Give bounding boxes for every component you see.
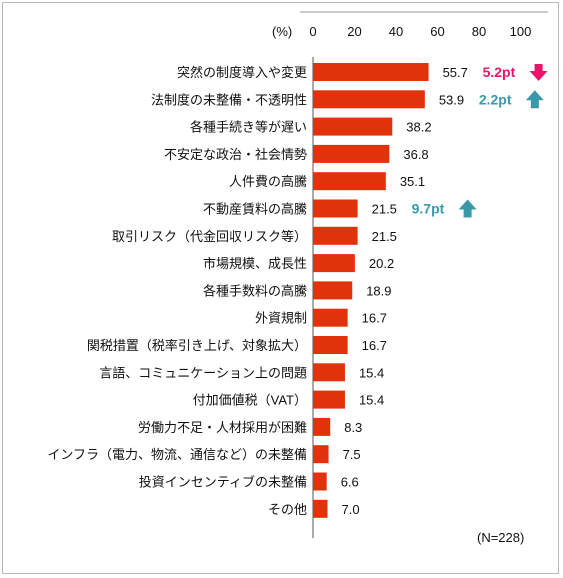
bar xyxy=(313,63,429,81)
category-label: 各種手数料の高騰 xyxy=(203,283,307,298)
x-tick-labels: 0 20 40 60 80 100 xyxy=(309,24,531,39)
bar xyxy=(313,363,345,382)
value-label: 36.8 xyxy=(403,147,428,162)
bar xyxy=(313,144,390,163)
value-label: 16.7 xyxy=(362,338,387,353)
bar xyxy=(313,336,348,354)
bar xyxy=(313,281,353,300)
change-label: 2.2pt xyxy=(479,91,512,107)
category-label: その他 xyxy=(268,502,307,517)
x-tick-label: 100 xyxy=(510,24,532,39)
sample-size-note: (N=228) xyxy=(477,530,524,545)
category-label: 投資インセンティブの未整備 xyxy=(139,475,307,490)
value-label: 15.4 xyxy=(359,393,384,408)
value-label: 16.7 xyxy=(362,311,387,326)
bar xyxy=(313,254,355,273)
value-labels: 55.753.938.236.835.121.521.520.218.916.7… xyxy=(341,65,468,517)
bar xyxy=(313,472,327,491)
arrow-up-icon xyxy=(458,199,477,218)
category-label: 市場規模、成長性 xyxy=(203,256,307,271)
category-label: 不安定な政治・社会情勢 xyxy=(164,147,307,162)
value-label: 7.0 xyxy=(342,502,360,517)
value-label: 20.2 xyxy=(369,256,394,271)
arrow-down-icon xyxy=(529,64,548,81)
value-label: 38.2 xyxy=(406,120,431,135)
value-label: 8.3 xyxy=(344,420,362,435)
change-label: 9.7pt xyxy=(412,201,445,217)
bar xyxy=(313,417,331,436)
category-label: 付加価値税（VAT） xyxy=(193,393,307,408)
bar xyxy=(313,226,358,245)
value-label: 18.9 xyxy=(366,283,391,298)
bar xyxy=(313,445,329,464)
bar xyxy=(313,117,393,136)
arrow-up-icon xyxy=(525,90,544,109)
bar xyxy=(313,199,358,218)
category-label: 関税措置（税率引き上げ、対象拡大） xyxy=(87,338,307,353)
category-label: 労働力不足・人材採用が困難 xyxy=(138,420,307,435)
category-label: 不動産賃料の高騰 xyxy=(203,202,307,217)
x-tick-label: 60 xyxy=(430,24,444,39)
value-label: 21.5 xyxy=(372,229,397,244)
value-label: 53.9 xyxy=(439,92,464,107)
category-labels: 突然の制度導入や変更法制度の未整備・不透明性各種手続き等が遅い不安定な政治・社会… xyxy=(47,65,307,517)
category-label: 言語、コミュニケーション上の問題 xyxy=(99,365,307,380)
value-label: 21.5 xyxy=(372,202,397,217)
category-label: インフラ（電力、物流、通信など）の未整備 xyxy=(47,447,307,462)
category-label: 取引リスク（代金回収リスク等） xyxy=(112,229,307,244)
category-label: 外資規制 xyxy=(255,311,307,326)
x-tick-label: 20 xyxy=(347,24,361,39)
value-label: 6.6 xyxy=(341,475,359,490)
category-label: 各種手続き等が遅い xyxy=(190,120,307,135)
change-annotations: 5.2pt 2.2pt 9.7pt xyxy=(412,64,548,218)
value-label: 55.7 xyxy=(443,65,468,80)
chart-frame xyxy=(2,2,559,574)
bar xyxy=(313,172,386,191)
x-tick-label: 40 xyxy=(389,24,403,39)
category-label: 法制度の未整備・不透明性 xyxy=(151,92,307,107)
x-tick-label: 80 xyxy=(472,24,486,39)
bar xyxy=(313,390,345,409)
category-label: 突然の制度導入や変更 xyxy=(177,65,307,80)
unit-label: (%) xyxy=(272,24,292,39)
value-label: 15.4 xyxy=(359,365,384,380)
x-tick-label: 0 xyxy=(309,24,316,39)
value-label: 35.1 xyxy=(400,174,425,189)
bar xyxy=(313,308,348,327)
change-label: 5.2pt xyxy=(483,64,516,80)
value-label: 7.5 xyxy=(343,447,361,462)
category-label: 人件費の高騰 xyxy=(229,174,307,189)
bars xyxy=(313,63,429,518)
bar xyxy=(313,90,425,109)
bar xyxy=(313,499,328,518)
